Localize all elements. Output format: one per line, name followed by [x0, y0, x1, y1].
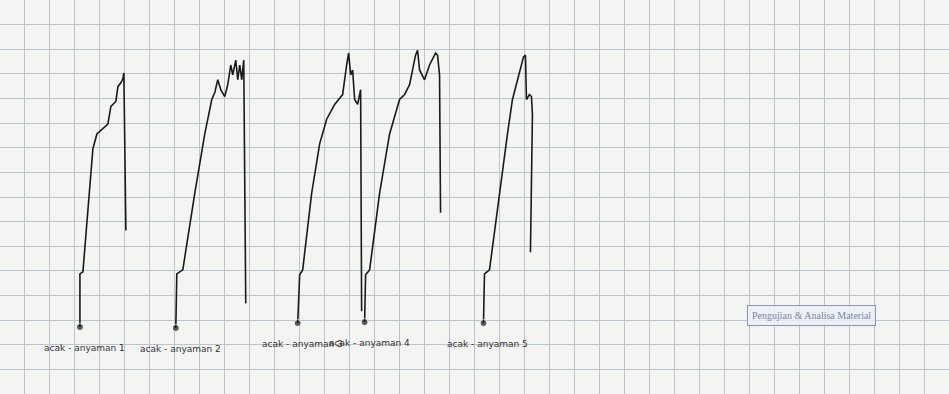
svg-text:acak - anyaman 5: acak - anyaman 5	[447, 339, 528, 349]
svg-text:acak - anyaman 4: acak - anyaman 4	[329, 338, 410, 348]
svg-text:acak - anyaman 3: acak - anyaman 3	[262, 339, 343, 349]
svg-text:Pengujian & Analisa Material: Pengujian & Analisa Material	[752, 310, 871, 321]
svg-text:acak - anyaman 1: acak - anyaman 1	[44, 343, 125, 353]
svg-text:acak - anyaman 2: acak - anyaman 2	[140, 344, 221, 354]
